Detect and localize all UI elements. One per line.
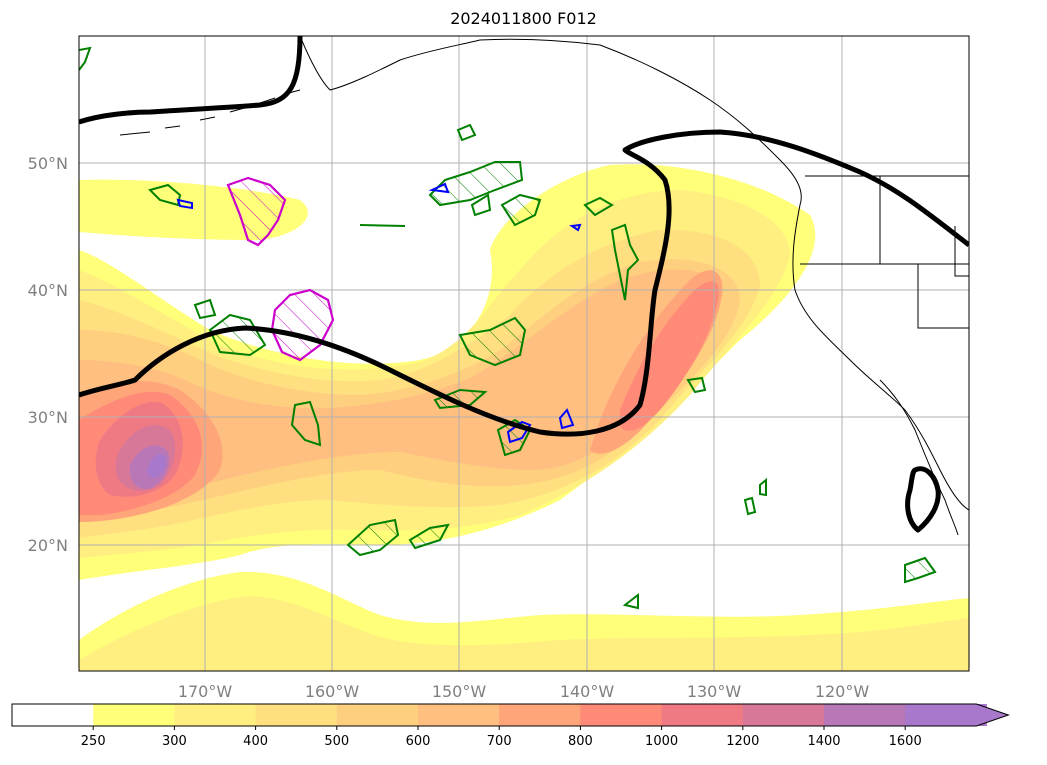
colorbar-label: 400 [243, 734, 268, 749]
colorbar-extend-arrow [905, 704, 1009, 726]
colorbar-outline [11, 703, 1010, 727]
lon-label-130w: 130°W [687, 682, 742, 701]
main-contour-west [79, 36, 303, 125]
coastlines [119, 36, 969, 536]
colorbar-label: 800 [568, 734, 593, 749]
colorbar: 250 300 400 500 600 700 800 1000 1200 1400 1600 [11, 703, 1010, 749]
green-contour [428, 161, 524, 207]
green-contour [290, 400, 322, 447]
green-contour [904, 556, 937, 584]
magenta-contours [226, 176, 335, 362]
ivt-band-300-south [79, 596, 969, 671]
ivt-band-600 [79, 269, 720, 504]
green-contour [470, 193, 492, 217]
blue-contour [176, 198, 193, 210]
magenta-contour [226, 176, 287, 247]
lat-label-40: 40°N [28, 281, 68, 300]
lon-label-140w: 140°W [560, 682, 615, 701]
colorbar-segment [174, 704, 257, 726]
green-contour [359, 224, 406, 227]
colorbar-segment [580, 704, 663, 726]
green-contour [759, 477, 767, 497]
green-contour [743, 496, 757, 516]
colorbar-segment [742, 704, 825, 726]
colorbar-segment [499, 704, 581, 726]
main-contour-south [905, 466, 941, 533]
blue-contours [176, 182, 582, 444]
lon-label-120w: 120°W [815, 682, 870, 701]
colorbar-label: 500 [324, 734, 349, 749]
green-contour [208, 313, 267, 357]
aleutians [119, 89, 301, 136]
colorbar-label: 700 [487, 734, 512, 749]
lat-labels: 50°N 40°N 30°N 20°N [28, 154, 68, 555]
lat-label-50: 50°N [28, 154, 68, 173]
blue-contour [569, 223, 582, 232]
colorbar-label: 1200 [726, 734, 759, 749]
colorbar-segment [336, 704, 419, 726]
main-contours [79, 36, 969, 533]
baja [879, 379, 959, 536]
green-contour [610, 223, 640, 301]
green-contour [433, 388, 488, 410]
lon-labels: 170°W 160°W 150°W 140°W 130°W 120°W [178, 682, 870, 701]
colorbar-label: 1000 [645, 734, 678, 749]
colorbar-segment [12, 704, 94, 726]
gridlines [79, 36, 969, 671]
lat-label-20: 20°N [28, 536, 68, 555]
green-contour [456, 123, 477, 142]
plot-frame [78, 35, 970, 672]
colorbar-segment [824, 704, 906, 726]
green-contour [193, 298, 217, 320]
green-contour [346, 518, 400, 557]
main-contour-central [79, 129, 969, 437]
lat-label-30: 30°N [28, 408, 68, 427]
ivt-band-1600 [147, 454, 167, 478]
alaska-coast [299, 36, 969, 511]
colorbar-label: 1600 [889, 734, 922, 749]
colorbar-label: 300 [162, 734, 187, 749]
colorbar-segment [418, 704, 500, 726]
lon-label-150w: 150°W [432, 682, 487, 701]
green-contour [622, 592, 639, 610]
colorbar-segment [661, 704, 744, 726]
green-contour [458, 316, 527, 367]
blue-contour [428, 182, 450, 194]
lon-label-160w: 160°W [305, 682, 360, 701]
colorbar-label: 1400 [807, 734, 840, 749]
green-contour [583, 196, 614, 217]
lon-label-170w: 170°W [178, 682, 233, 701]
green-contours [79, 46, 937, 610]
colorbar-label: 250 [81, 734, 106, 749]
green-contour [408, 523, 450, 550]
map-title: 2024011800 F012 [450, 9, 597, 28]
colorbar-label: 600 [406, 734, 431, 749]
state-line-3 [917, 264, 969, 329]
colorbar-segment [93, 704, 175, 726]
colorbar-segment [255, 704, 338, 726]
blue-contour [506, 420, 532, 444]
state-line-4 [954, 226, 969, 277]
blue-contour [558, 408, 575, 430]
green-contour [79, 46, 92, 71]
green-contour [686, 376, 707, 394]
green-contour [500, 193, 542, 227]
